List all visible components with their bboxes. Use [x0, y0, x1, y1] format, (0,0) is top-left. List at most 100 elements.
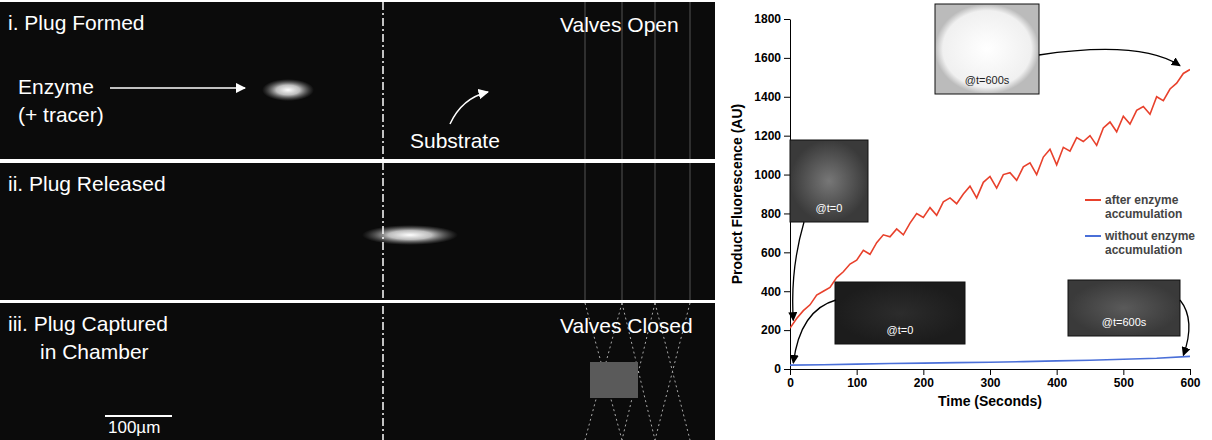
enzyme-label: Enzyme [18, 75, 94, 98]
tick: 200 [761, 323, 790, 337]
valve-label: Valves Closed [560, 314, 693, 337]
image-panels: i. Plug FormedValves OpenEnzyme(+ tracer… [0, 2, 715, 440]
image-panel: i. Plug FormedValves OpenEnzyme(+ tracer… [0, 2, 715, 159]
valve-line [585, 163, 586, 300]
panel-title: iii. Plug Captured [8, 312, 168, 335]
tick-label: 0 [774, 362, 781, 376]
inset: @t=0 [793, 282, 965, 363]
inset-image [835, 282, 965, 344]
x-axis: 0 100 200 300 400 500 600 [787, 369, 1201, 390]
valve-line [690, 163, 691, 300]
annotation-arrow [793, 300, 836, 363]
tick-label: 0 [787, 376, 794, 390]
tick-label: 600 [1180, 376, 1200, 390]
y-axis-title: Product Fluorescence (AU) [729, 104, 745, 284]
tick-label: 1400 [754, 90, 781, 104]
tick: 100 [847, 369, 867, 390]
tick-label: 400 [761, 285, 781, 299]
tick: 1800 [754, 12, 790, 26]
tick-mark [857, 369, 858, 375]
captured-plug [590, 362, 638, 398]
image-panel: iii. Plug Captured in Chamber Valves Close… [0, 303, 715, 440]
legend: after enzymeaccumulation without enzymeac… [1085, 193, 1195, 257]
tick-label: 400 [1047, 376, 1067, 390]
tick-mark [784, 252, 790, 253]
enzyme-plug [262, 79, 314, 101]
tick-mark [923, 369, 924, 375]
chart: 0 100 200 300 400 500 600 0 200 400 600 800 1000 1200… [729, 4, 1201, 409]
tick-label: 200 [761, 323, 781, 337]
inset-label: @t=0 [887, 324, 914, 336]
tick-label: 100 [847, 376, 867, 390]
tick-mark [1057, 369, 1058, 375]
tick-label: 300 [980, 376, 1000, 390]
arrow [110, 87, 245, 89]
legend-swatch [1085, 235, 1101, 237]
tick: 0 [774, 362, 790, 376]
tick-mark [790, 369, 791, 375]
scale-bar-label: 100µm [108, 418, 160, 437]
tick-label: 800 [761, 207, 781, 221]
legend-item: after enzymeaccumulation [1085, 193, 1182, 221]
y-axis: 0 200 400 600 800 1000 1200 1400 1600 1800 [754, 12, 790, 376]
tick-mark [784, 136, 790, 137]
inset-label: @t=600s [965, 74, 1010, 86]
inset-label: @t=0 [816, 202, 843, 214]
tick-mark [784, 330, 790, 331]
tick: 200 [914, 369, 934, 390]
tick-mark [784, 213, 790, 214]
valve-line [622, 163, 623, 300]
valve-line [690, 2, 691, 159]
annotation-arrow [793, 222, 804, 320]
tick: 500 [1114, 369, 1134, 390]
x-axis-title: Time (Seconds) [938, 393, 1042, 409]
inset-image [790, 140, 868, 222]
tick: 400 [1047, 369, 1067, 390]
tick: 1600 [754, 51, 790, 65]
tick: 400 [761, 285, 790, 299]
tick: 800 [761, 207, 790, 221]
valve-line [655, 163, 656, 300]
inset: @t=600s [1068, 280, 1189, 355]
panel-background [0, 303, 715, 440]
tick-label: 200 [914, 376, 934, 390]
tick-mark [784, 291, 790, 292]
tick: 1200 [754, 129, 790, 143]
tick: 1000 [754, 168, 790, 182]
annotation-arrow [1039, 49, 1180, 65]
panel-title: i. Plug Formed [8, 11, 145, 34]
released-plug [362, 225, 458, 245]
enzyme-label: (+ tracer) [18, 103, 104, 126]
legend-item: without enzymeaccumulation [1085, 229, 1195, 257]
panel-background [0, 2, 715, 159]
tick-mark [1190, 369, 1191, 375]
tick: 0 [787, 369, 794, 390]
tick-mark [990, 369, 991, 375]
figure: i. Plug FormedValves OpenEnzyme(+ tracer… [0, 0, 1212, 440]
tick-label: 1800 [754, 12, 781, 26]
arrow [450, 92, 488, 124]
tick-label: 1200 [754, 129, 781, 143]
tick-mark [1123, 369, 1124, 375]
annotation-arrow [1180, 300, 1189, 355]
substrate-label: Substrate [410, 129, 500, 152]
tick-mark [784, 97, 790, 98]
image-panel: ii. Plug Released [0, 163, 715, 300]
inset-image [1068, 280, 1180, 336]
inset: @t=600s [935, 4, 1180, 94]
tick-label: 1600 [754, 51, 781, 65]
legend-label: without enzymeaccumulation [1104, 229, 1195, 257]
tick-label: 500 [1114, 376, 1134, 390]
panel-title: ii. Plug Released [8, 172, 166, 195]
tick: 1400 [754, 90, 790, 104]
legend-swatch [1085, 199, 1101, 201]
tick-mark [784, 19, 790, 20]
series-group [790, 70, 1190, 366]
tick: 600 [761, 246, 790, 260]
legend-label: after enzymeaccumulation [1105, 193, 1182, 221]
tick-label: 600 [761, 246, 781, 260]
tick: 300 [980, 369, 1000, 390]
inset-label: @t=600s [1102, 316, 1147, 328]
tick-mark [784, 175, 790, 176]
panel-title: in Chamber [40, 340, 149, 363]
